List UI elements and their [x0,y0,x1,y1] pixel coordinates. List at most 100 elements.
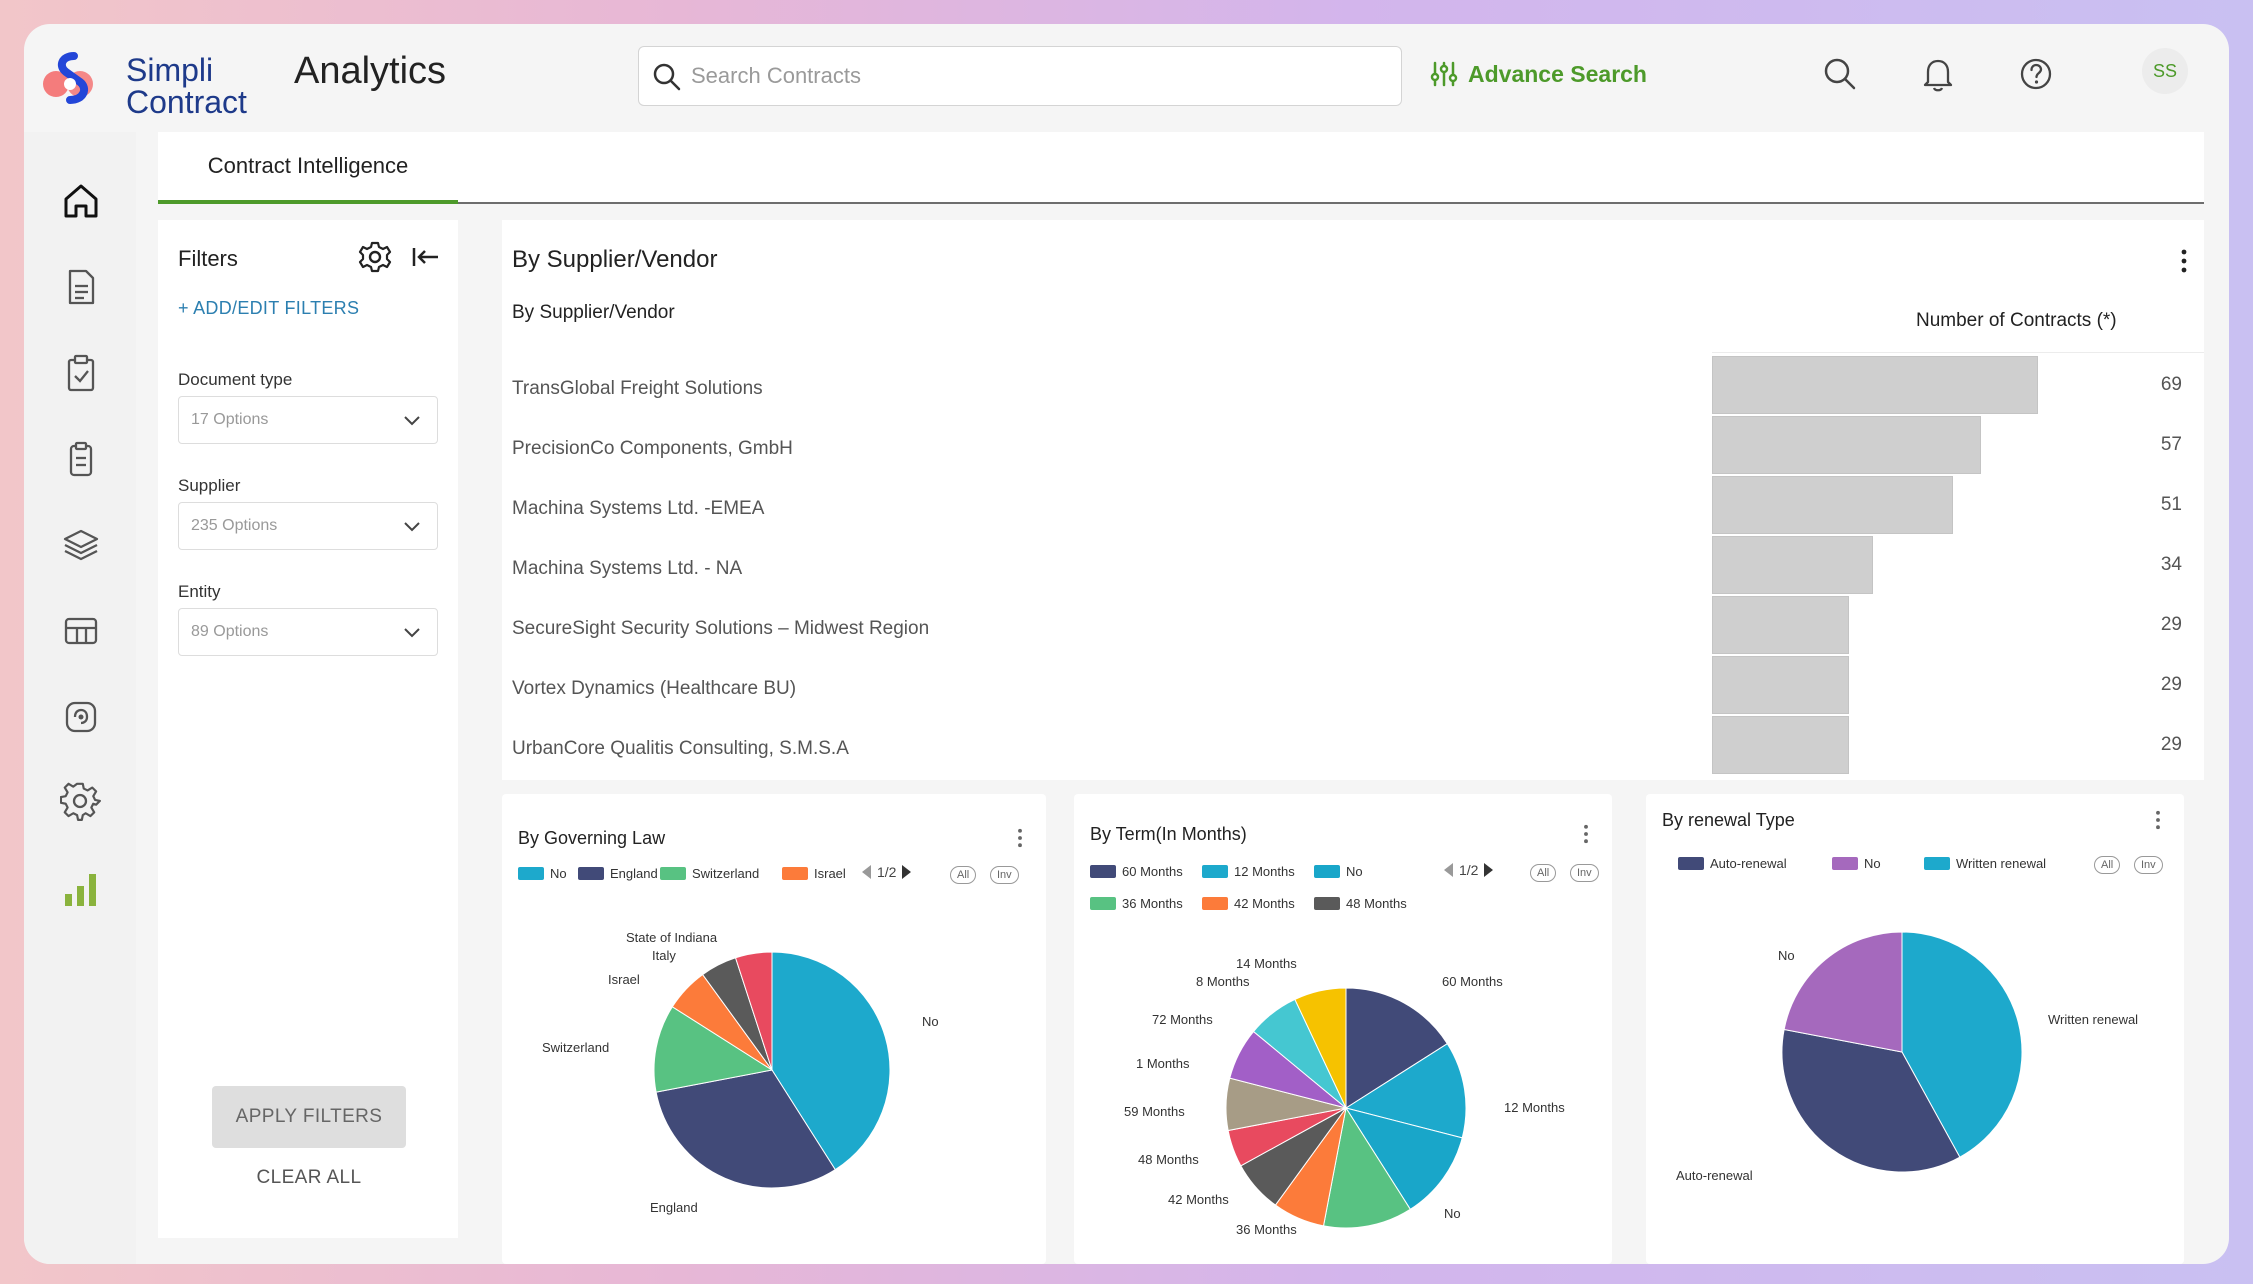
supplier-select[interactable]: 235 Options [178,502,438,550]
chevron-down-icon [404,522,420,532]
top-header: Simpli Contract Analytics Advance Search [24,24,2229,132]
supplier-bar[interactable] [1712,416,1981,474]
logo-line-2: Contract [126,84,247,120]
pie-slice-label: Written renewal [2048,1012,2139,1027]
clear-all-button[interactable]: CLEAR ALL [256,1167,362,1188]
inv-toggle-button[interactable]: Inv [1570,864,1599,882]
supplier-name[interactable]: UrbanCore Qualitis Consulting, S.M.S.A [512,738,849,759]
inv-toggle-button[interactable]: Inv [2134,856,2163,874]
sliders-icon [1430,61,1458,87]
supplier-bar[interactable] [1712,656,1849,714]
legend-swatch [1924,857,1950,870]
legend-item[interactable]: England [578,866,658,881]
pie-slice-label: 72 Months [1152,1012,1213,1027]
avatar[interactable]: SS [2142,48,2188,94]
legend-item[interactable]: No [1314,864,1363,879]
template-icon[interactable] [60,610,102,652]
clipboard-check-icon[interactable] [60,352,102,394]
clipboard-list-icon[interactable] [60,438,102,480]
legend-pager: 1/2 [862,864,912,880]
more-options-icon[interactable] [2150,808,2166,832]
pie-slice-label: 12 Months [1504,1100,1565,1115]
legend-item[interactable]: Switzerland [660,866,759,881]
filter-settings-icon[interactable] [358,240,392,274]
legend-item[interactable]: 48 Months [1314,896,1407,911]
legend-item[interactable]: No [1832,856,1881,871]
supplier-name[interactable]: Machina Systems Ltd. -EMEA [512,498,765,519]
document-type-select[interactable]: 17 Options [178,396,438,444]
tab-contract-intelligence[interactable]: Contract Intelligence [158,132,458,204]
more-options-icon[interactable] [1578,822,1594,846]
legend-item[interactable]: Written renewal [1924,856,2046,871]
pie-slice[interactable] [1901,931,2023,1158]
pie-slice[interactable] [1344,1107,1463,1211]
legend-swatch [1314,865,1340,878]
all-toggle-button[interactable]: All [1530,864,1557,882]
legend-item[interactable]: Israel [782,866,846,881]
pie-slice-label: England [650,1200,698,1215]
supplier-bar[interactable] [1712,536,1873,594]
all-toggle-button[interactable]: All [950,866,977,884]
supplier-bar-value: 69 [2160,374,2182,395]
next-page-icon[interactable] [1484,863,1494,877]
prev-page-icon[interactable] [862,865,871,879]
supplier-name[interactable]: SecureSight Security Solutions – Midwest… [512,618,930,639]
document-icon[interactable] [60,266,102,308]
pie-slice[interactable] [1781,1028,1961,1173]
pie-slice[interactable] [653,1006,774,1093]
supplier-bar[interactable] [1712,476,1953,534]
help-icon[interactable] [2016,54,2056,94]
legend-label: Written renewal [1956,856,2047,871]
legend-item[interactable]: 42 Months [1202,896,1295,911]
layers-icon[interactable] [60,524,102,566]
add-edit-filters-link[interactable]: + ADD/EDIT FILTERS [178,298,360,318]
supplier-bar[interactable] [1712,356,2038,414]
pie-slice[interactable] [1322,1106,1411,1229]
legend-swatch [660,867,686,880]
integration-icon[interactable] [60,696,102,738]
legend-swatch [1678,857,1704,870]
apply-filters-button[interactable]: APPLY FILTERS [212,1086,406,1148]
settings-gear-icon[interactable] [60,782,102,824]
analytics-chart-icon[interactable] [60,868,102,910]
legend-item[interactable]: 36 Months [1090,896,1183,911]
supplier-bar[interactable] [1712,596,1849,654]
pie-slice[interactable] [734,951,773,1071]
more-options-icon[interactable] [2174,246,2194,276]
home-icon[interactable] [60,180,102,222]
pie-slice[interactable] [1344,1043,1467,1139]
pie-slice[interactable] [655,1069,836,1189]
pie-slice[interactable] [1783,931,1903,1053]
supplier-bar-value: 57 [2160,434,2182,455]
advance-search-button[interactable]: Advance Search [1430,54,1647,94]
logo[interactable]: Simpli Contract [40,42,280,122]
supplier-bar-value: 29 [2160,674,2182,695]
supplier-name[interactable]: TransGlobal Freight Solutions [512,378,763,399]
legend-item[interactable]: No [518,866,567,881]
legend-item[interactable]: 12 Months [1202,864,1295,879]
pie-slice[interactable] [1345,987,1449,1109]
supplier-column-header: By Supplier/Vendor [512,302,675,323]
search-input[interactable] [691,47,1381,105]
supplier-name[interactable]: PrecisionCo Components, GmbH [512,438,793,459]
legend-item[interactable]: Auto-renewal [1678,856,1787,871]
legend-swatch [578,867,604,880]
all-toggle-button[interactable]: All [2094,856,2121,874]
supplier-bar[interactable] [1712,716,1849,774]
entity-select[interactable]: 89 Options [178,608,438,656]
pie-slice-label: 59 Months [1124,1104,1185,1119]
next-page-icon[interactable] [902,865,912,879]
global-search-icon[interactable] [1820,54,1860,94]
tab-bar: Contract Intelligence [158,132,2204,204]
pie-slice[interactable] [1294,987,1347,1109]
supplier-name[interactable]: Vortex Dynamics (Healthcare BU) [512,678,797,699]
more-options-icon[interactable] [1012,826,1028,850]
prev-page-icon[interactable] [1444,863,1453,877]
pie-slice[interactable] [771,951,891,1171]
legend-label: No [1346,864,1363,879]
supplier-name[interactable]: Machina Systems Ltd. - NA [512,558,743,579]
bell-icon[interactable] [1918,54,1958,94]
collapse-panel-icon[interactable] [408,240,442,274]
legend-item[interactable]: 60 Months [1090,864,1183,879]
inv-toggle-button[interactable]: Inv [990,866,1019,884]
